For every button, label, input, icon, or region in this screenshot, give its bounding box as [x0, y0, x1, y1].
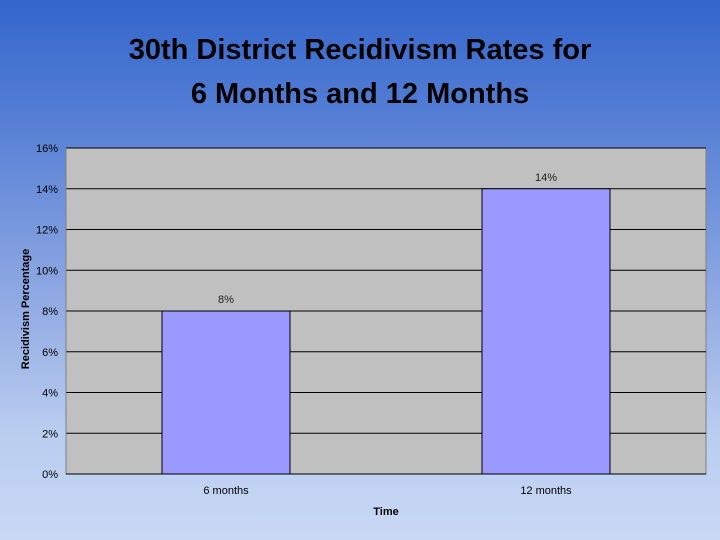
data-label: 8% — [218, 294, 234, 306]
y-tick-label: 12% — [36, 225, 58, 237]
slide-title: 30th District Recidivism Rates for 6 Mon… — [0, 28, 720, 116]
y-tick-label: 0% — [42, 469, 58, 481]
data-label: 14% — [535, 172, 557, 184]
bar — [161, 310, 291, 475]
y-tick-label: 4% — [42, 388, 58, 400]
x-tick-label: 6 months — [203, 485, 249, 497]
y-tick-label: 16% — [36, 143, 58, 155]
slide-title-line-2: 6 Months and 12 Months — [190, 78, 530, 110]
slide-title-line-1: 30th District Recidivism Rates for — [128, 34, 592, 66]
y-tick-label: 6% — [42, 347, 58, 359]
x-axis-title: Time — [373, 506, 398, 518]
y-tick-label: 10% — [36, 265, 58, 277]
y-tick-label: 2% — [42, 428, 58, 440]
x-tick-label: 12 months — [520, 485, 572, 497]
bar — [481, 188, 611, 475]
y-tick-label: 14% — [36, 184, 58, 196]
y-axis-title: Recidivism Percentage — [20, 249, 32, 369]
y-tick-label: 8% — [42, 306, 58, 318]
